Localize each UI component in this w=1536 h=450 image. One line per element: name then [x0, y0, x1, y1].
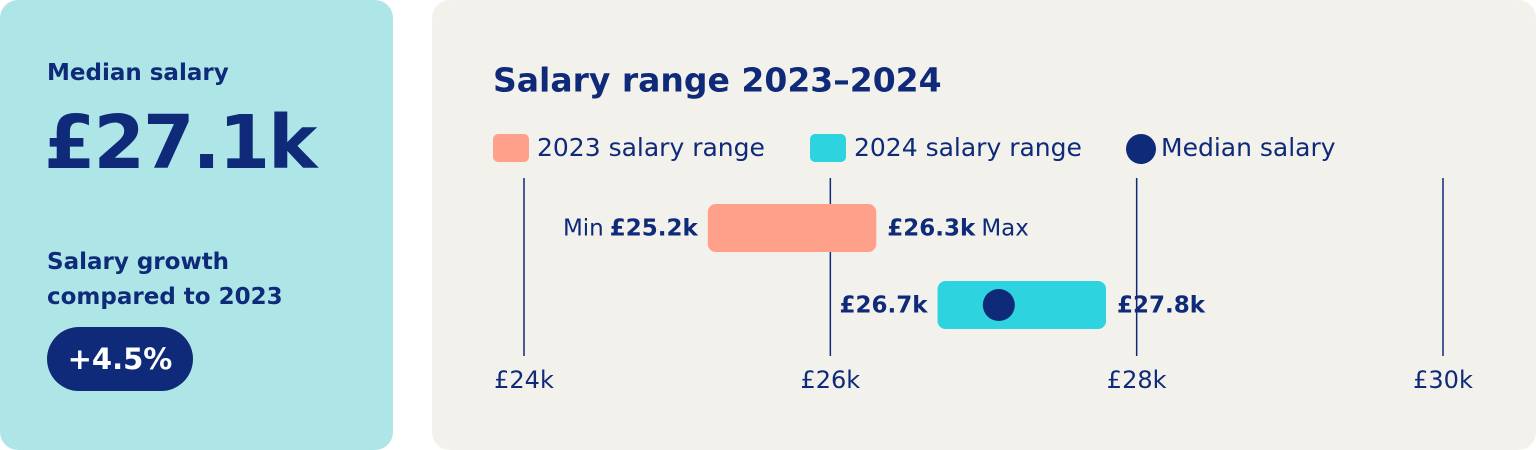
range-bar: [937, 281, 1107, 329]
x-tick-label: £26k: [800, 366, 860, 394]
min-label: Min: [563, 216, 604, 242]
summary-card: Median salary £27.1k Salary growth compa…: [0, 0, 393, 450]
growth-value: +4.5%: [47, 327, 193, 391]
legend-label: 2024 salary range: [854, 133, 1082, 162]
max-value-label: £27.8k: [1117, 293, 1206, 319]
legend-dot: [1126, 134, 1156, 164]
x-tick-label: £28k: [1107, 366, 1167, 394]
legend-swatch: [810, 134, 846, 162]
x-tick-label: £30k: [1413, 366, 1473, 394]
legend-swatch: [493, 134, 529, 162]
max-value-label: £26.3k: [887, 216, 976, 242]
min-value-label: £25.2k: [610, 216, 699, 242]
median-value: £27.1k: [44, 100, 317, 186]
chart-card: [432, 0, 1536, 450]
growth-label: Salary growth compared to 2023: [47, 249, 283, 310]
median-label: Median salary: [47, 60, 229, 86]
chart-title: Salary range 2023–2024: [493, 61, 942, 100]
x-tick-label: £24k: [494, 366, 554, 394]
max-label: Max: [981, 216, 1029, 242]
range-bar: [707, 204, 877, 252]
legend-label: 2023 salary range: [537, 133, 765, 162]
min-value-label: £26.7k: [840, 293, 929, 319]
legend-label: Median salary: [1161, 133, 1336, 162]
median-dot: [982, 289, 1015, 321]
